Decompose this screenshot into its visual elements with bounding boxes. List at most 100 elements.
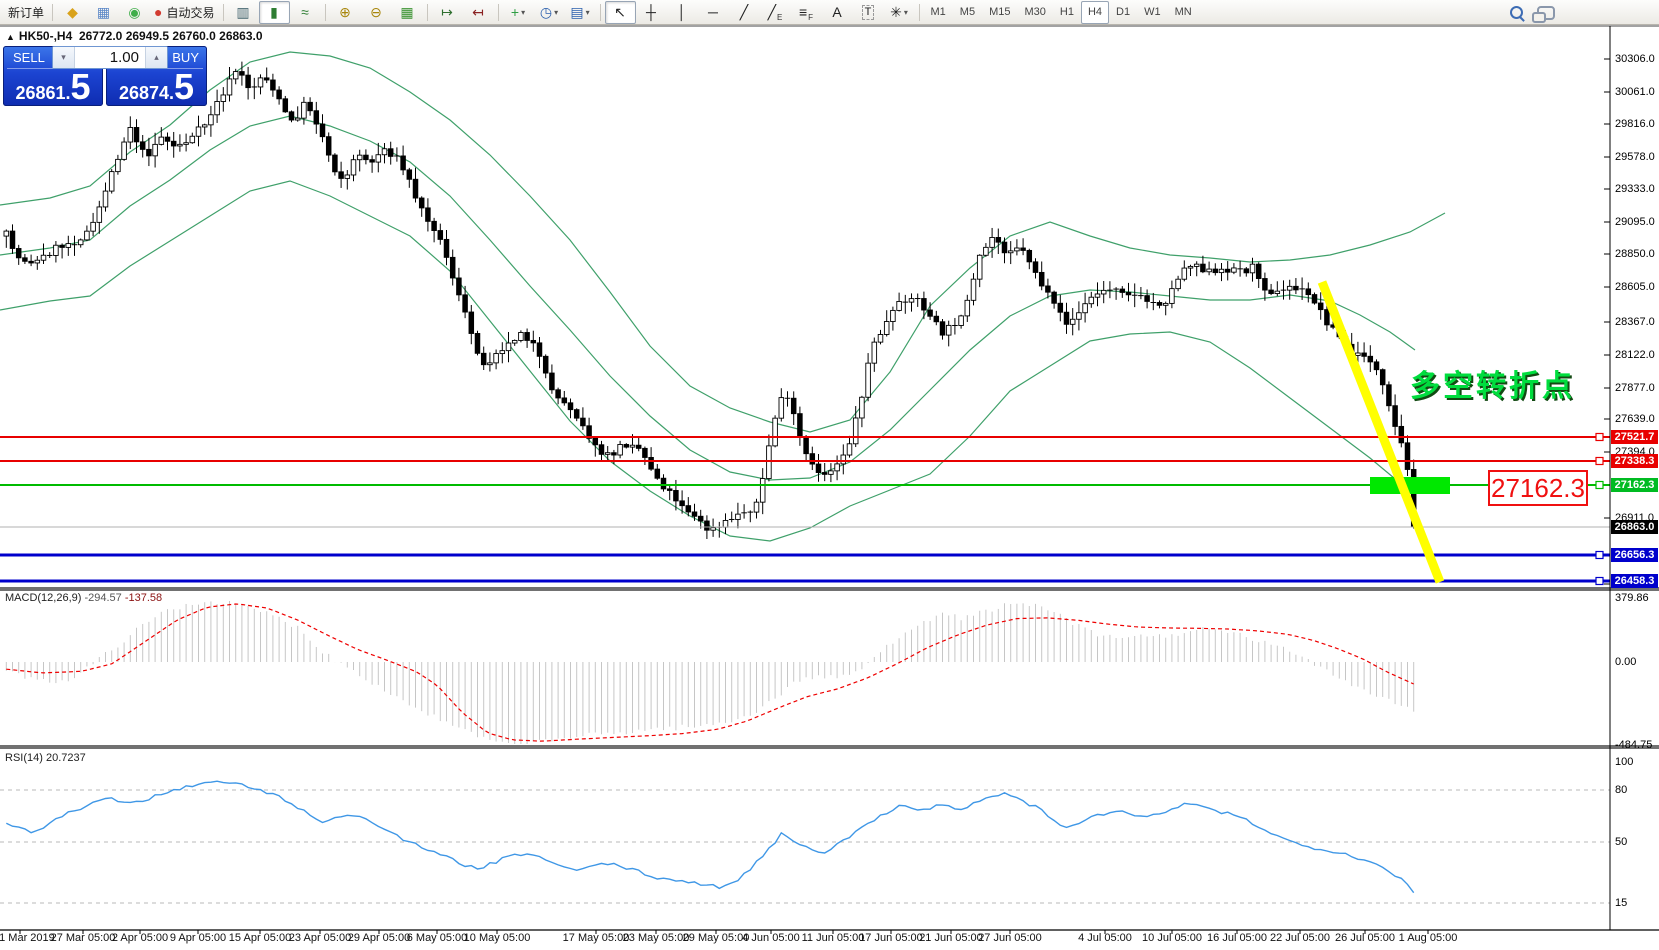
volume-decrease-button[interactable]: ▾	[53, 47, 75, 68]
candle-body	[34, 259, 41, 264]
candle-body	[691, 511, 698, 517]
trendline-icon[interactable]: ╱	[729, 1, 760, 24]
timeframe-H1[interactable]: H1	[1059, 6, 1074, 18]
templates-icon[interactable]: ▤ ▾	[565, 1, 596, 24]
candle-body	[1032, 261, 1039, 273]
auto-scroll-icon[interactable]: ↦	[432, 1, 463, 24]
bar-chart-icon[interactable]: ▥	[228, 1, 259, 24]
hline-handle-26458.3[interactable]	[1595, 576, 1604, 586]
candle-body	[555, 389, 561, 399]
time-axis-label: 26 Jul 05:00	[1335, 932, 1395, 944]
zoom-in-icon[interactable]: ⊕	[330, 1, 361, 24]
market-watch-icon[interactable]: ◆	[57, 1, 88, 24]
autotrading-button[interactable]: ● 自动交易	[150, 1, 218, 24]
price-axis-label: 27877.0	[1615, 382, 1655, 394]
candle-body	[257, 77, 264, 88]
timeframe-M5[interactable]: M5	[959, 6, 976, 18]
sell-price: 26861. 5	[3, 69, 103, 105]
timeframe-M30[interactable]: M30	[1024, 6, 1046, 18]
timeframe-D1[interactable]: D1	[1116, 6, 1131, 18]
arrows-icon-dropdown[interactable]: ▾	[903, 7, 908, 17]
green-rectangle[interactable]	[1370, 477, 1450, 494]
candle-body	[443, 238, 450, 258]
new-order-button[interactable]: 新订单	[8, 5, 45, 20]
zoom-out-icon[interactable]: ⊖	[361, 1, 392, 24]
vertical-line-icon[interactable]: │	[667, 1, 698, 24]
navigator-icon: ◉	[128, 3, 141, 20]
hline-handle-27162.3[interactable]	[1595, 480, 1604, 490]
horizontal-line-icon[interactable]: ─	[698, 1, 729, 24]
candle-body	[598, 444, 605, 455]
candle-body	[65, 243, 72, 248]
equidistant-channel-icon[interactable]: ╱ E	[760, 1, 791, 24]
indicators-icon-dropdown[interactable]: ▾	[521, 7, 526, 17]
yellow-trendline[interactable]	[1317, 280, 1445, 584]
candle-body	[679, 500, 685, 507]
periods-icon-dropdown[interactable]: ▾	[554, 7, 559, 17]
ohlc-low: 26760.0	[172, 29, 216, 43]
hline-handle-26656.3[interactable]	[1595, 550, 1604, 560]
candle-body	[852, 417, 859, 445]
tile-windows-icon[interactable]: ▦	[392, 1, 423, 24]
text-icon[interactable]: A	[822, 1, 853, 24]
hline-handle-27338.3[interactable]	[1595, 456, 1604, 466]
timeframe-M15[interactable]: M15	[989, 6, 1011, 18]
indicators-icon[interactable]: + ▾	[503, 1, 534, 24]
price-callout-label[interactable]: 27162.3	[1488, 470, 1588, 506]
candlestick-chart-icon[interactable]: ▮	[258, 0, 290, 24]
line-chart-icon[interactable]: ≈	[290, 1, 321, 24]
candle-body	[1076, 312, 1082, 320]
text-label-icon[interactable]: T	[853, 1, 884, 24]
time-axis-label: 21 Mar 2019	[0, 932, 55, 944]
time-axis-label: 22 Jul 05:00	[1270, 932, 1330, 944]
templates-icon-dropdown[interactable]: ▾	[585, 7, 590, 17]
time-axis-label: 6 May 05:00	[406, 932, 468, 944]
candle-body	[883, 321, 890, 335]
timeframe-W1[interactable]: W1	[1144, 6, 1161, 18]
data-window-icon[interactable]: ▦	[88, 1, 119, 24]
candle-body	[1268, 289, 1274, 294]
periods-icon[interactable]: ◷ ▾	[534, 1, 565, 24]
crosshair-icon[interactable]: ┼	[636, 1, 667, 24]
candle-body	[1069, 318, 1076, 325]
chart-shift-icon[interactable]: ↤	[463, 1, 494, 24]
candle-body	[1206, 268, 1212, 273]
hline-handle-27521.7[interactable]	[1595, 432, 1604, 442]
cursor-icon[interactable]: ↖	[604, 0, 636, 24]
chat-icon[interactable]	[1532, 5, 1555, 23]
candle-body	[753, 501, 760, 513]
candle-body	[59, 244, 65, 248]
candle-body	[195, 126, 202, 137]
timeframe-MN[interactable]: MN	[1174, 6, 1192, 18]
candlestick-chart-icon: ▮	[270, 3, 278, 20]
volume-value[interactable]: 1.00	[109, 49, 139, 66]
candle-body	[921, 298, 927, 311]
timeframe-H4[interactable]: H4	[1080, 0, 1109, 24]
candle-body	[1224, 268, 1231, 273]
macd-scale-label: 0.00	[1615, 656, 1637, 668]
candle-body	[40, 254, 47, 261]
candle-body	[77, 239, 84, 246]
collapse-triangle-icon[interactable]: ▲	[6, 32, 15, 42]
candle-body	[84, 230, 90, 241]
candle-body	[387, 148, 394, 157]
ohlc-high: 26949.5	[125, 29, 170, 43]
arrows-icon[interactable]: ✳ ▾	[884, 1, 915, 24]
search-icon[interactable]	[1510, 6, 1523, 19]
candle-body	[815, 463, 822, 473]
price-axis-label: 28850.0	[1615, 248, 1655, 260]
navigator-icon[interactable]: ◉	[119, 1, 150, 24]
volume-increase-button[interactable]: ▴	[145, 47, 167, 68]
toolbar-separator	[222, 3, 224, 21]
candle-body	[1014, 247, 1020, 252]
turning-point-annotation[interactable]: 多空转折点	[1410, 370, 1575, 403]
candle-body	[1007, 250, 1014, 254]
fibonacci-icon[interactable]: ≡ F	[791, 1, 822, 24]
candle-body	[1063, 311, 1070, 325]
time-axis-label: 10 Jul 05:00	[1142, 932, 1202, 944]
candle-body	[629, 444, 636, 448]
autotrading-button-label: 自动交易	[166, 5, 215, 20]
timeframe-M1[interactable]: M1	[930, 6, 946, 18]
